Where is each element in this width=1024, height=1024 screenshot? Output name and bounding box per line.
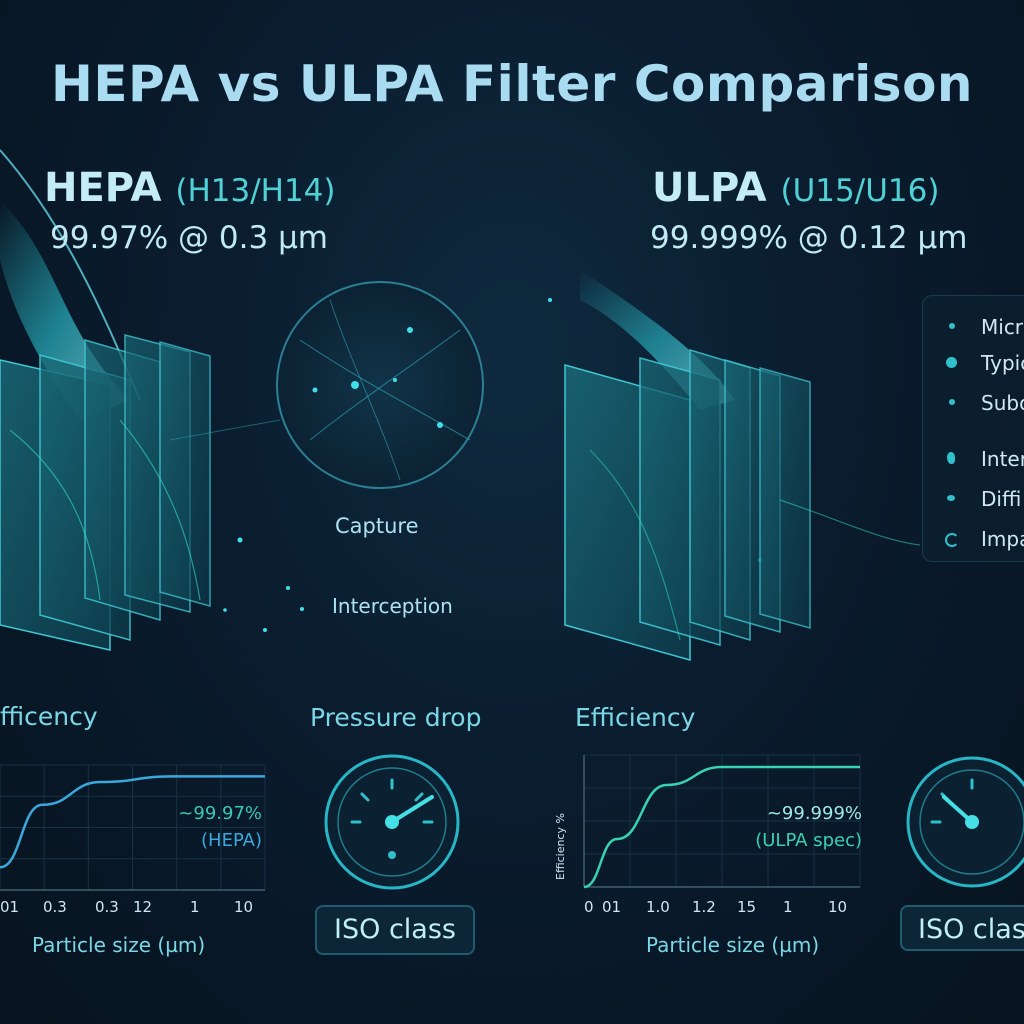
- hepa-filter-stack: [0, 334, 281, 651]
- x-tick-label: 0: [584, 898, 594, 916]
- hepa-heading: HEPA (H13/H14): [44, 165, 336, 211]
- hepa-annotation-spec: (HEPA): [201, 830, 262, 851]
- efficiency-curve: [583, 765, 860, 889]
- x-tick-label: 01: [602, 898, 622, 916]
- hepa-efficiency-chart: [0, 764, 266, 891]
- legend-item: Inter: [923, 446, 1024, 474]
- x-tick-label: 1.2: [692, 898, 716, 916]
- x-tick-label: 1.0: [646, 898, 670, 916]
- ulpa-x-ticks: 0 01 1.0 1.2 15 1 10: [560, 898, 870, 920]
- hepa-classes: (H13/H14): [175, 173, 336, 209]
- ulpa-annotation-value: ~99.999%: [766, 803, 862, 824]
- x-tick-label: 12: [133, 898, 153, 916]
- x-tick-label: 0.3: [43, 898, 67, 916]
- ulpa-x-axis-label: Particle size (µm): [646, 933, 820, 957]
- ulpa-annotation-spec: (ULPA spec): [755, 830, 862, 851]
- x-tick-label: 0.3: [95, 898, 119, 916]
- legend-item: Subc: [923, 390, 1024, 418]
- ulpa-heading: ULPA (U15/U16): [652, 165, 939, 211]
- hepa-annotation-value: ~99.97%: [178, 803, 262, 824]
- ulpa-chart-title: Efficiency: [575, 703, 696, 732]
- ulpa-name: ULPA: [652, 165, 767, 211]
- ulpa-efficiency: 99.999% @ 0.12 µm: [650, 220, 968, 256]
- x-tick-label: 15: [737, 898, 757, 916]
- ulpa-curve-annotation: ~99.999% (ULPA spec): [730, 800, 862, 854]
- capture-label: Capture: [335, 514, 419, 538]
- legend-item: Impa: [923, 526, 1024, 554]
- legend-dot-icon: [947, 495, 955, 501]
- legend-item: Typic: [923, 350, 1024, 378]
- legend-dot-icon: [946, 357, 957, 368]
- legend-item: Micr: [923, 314, 1024, 342]
- hepa-iso-class-badge: ISO class: [315, 905, 475, 955]
- interception-dot: [300, 607, 304, 611]
- x-tick-label: 1: [190, 898, 200, 916]
- interception-label: Interception: [332, 594, 453, 618]
- ulpa-classes: (U15/U16): [780, 173, 940, 209]
- ulpa-filter-stack: [564, 348, 921, 661]
- hepa-x-axis-label: Particle size (µm): [32, 933, 206, 957]
- pressure-gauge-icon: [324, 754, 460, 890]
- efficiency-curve: [0, 775, 265, 869]
- fiber-magnifier: [276, 281, 484, 489]
- x-tick-label: 10: [828, 898, 848, 916]
- x-tick-label: 10: [234, 898, 254, 916]
- ulpa-gauge-icon: [906, 756, 1024, 888]
- ulpa-y-axis-label: Efficiency %: [554, 813, 567, 880]
- ulpa-iso-class-badge: ISO clas: [900, 905, 1024, 951]
- legend-item: Diffi: [923, 486, 1024, 514]
- legend-dot-icon: [945, 533, 959, 547]
- hepa-curve-annotation: ~99.97% (HEPA): [150, 800, 262, 854]
- hepa-name: HEPA: [44, 165, 162, 211]
- x-tick-label: 1: [783, 898, 793, 916]
- legend-dot-icon: [949, 399, 955, 405]
- legend-dot-icon: [947, 452, 955, 464]
- ulpa-efficiency-chart: [583, 754, 861, 889]
- hepa-efficiency: 99.97% @ 0.3 µm: [50, 220, 328, 256]
- pressure-drop-label: Pressure drop: [310, 703, 482, 732]
- x-tick-label: 01: [0, 898, 20, 916]
- legend-dot-icon: [949, 323, 955, 329]
- page-title: HEPA vs ULPA Filter Comparison: [50, 55, 974, 113]
- hepa-x-ticks: 01 0.3 0.3 12 1 10: [0, 898, 280, 920]
- hepa-chart-title: fficency: [0, 702, 98, 731]
- mechanism-legend: Micr Typic Subc Inter Diffi Impa: [922, 295, 1024, 562]
